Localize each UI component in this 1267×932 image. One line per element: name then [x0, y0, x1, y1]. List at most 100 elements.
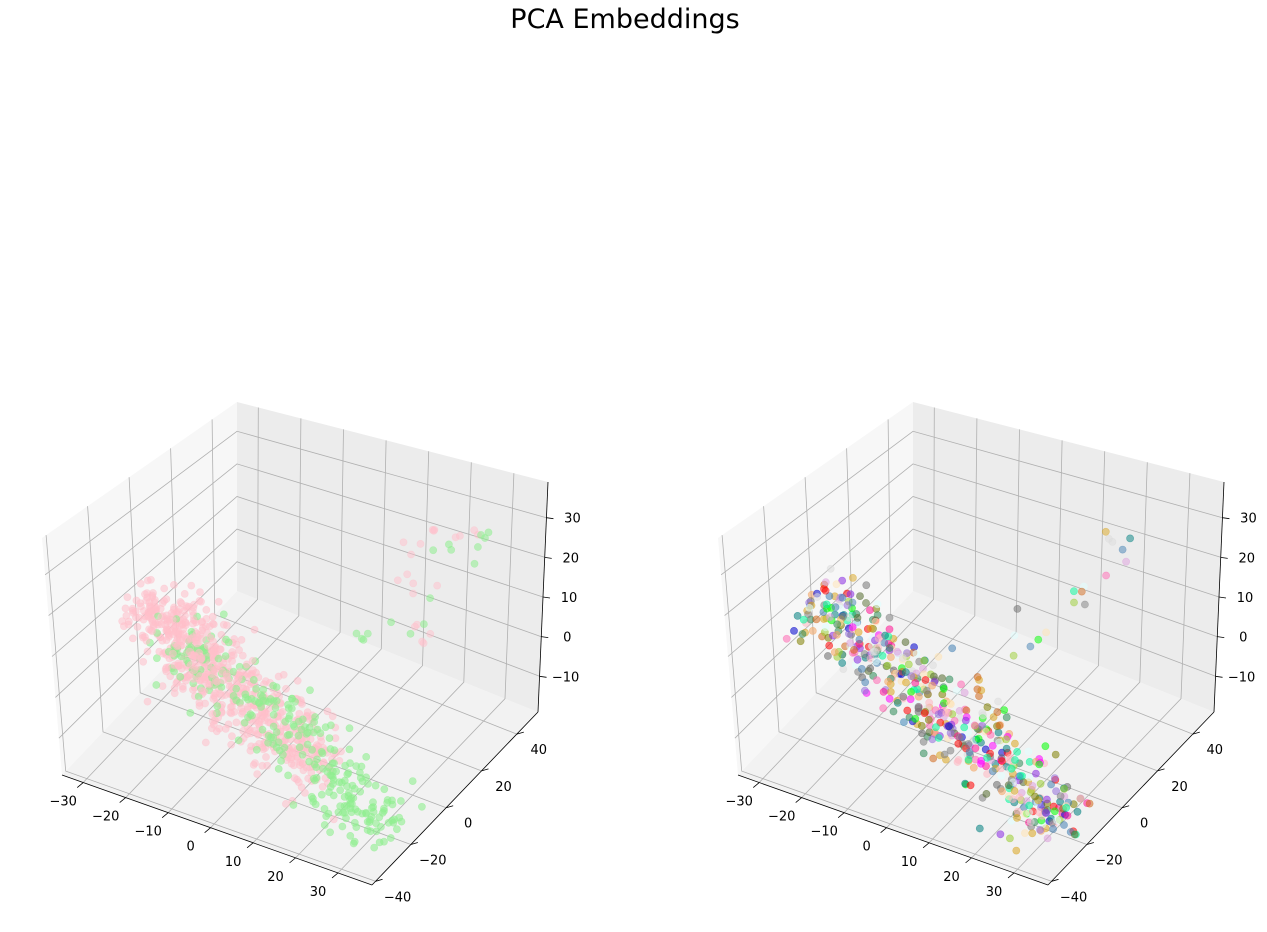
- scatter-point: [192, 629, 201, 638]
- scatter-point: [148, 618, 157, 626]
- z-tick-mark: [1218, 596, 1227, 599]
- scatter-point: [813, 593, 822, 601]
- scatter-point: [298, 760, 307, 768]
- scatter-point: [189, 654, 198, 663]
- scatter-point: [922, 686, 931, 695]
- z-tick-label: 10: [561, 591, 578, 606]
- scatter-point: [196, 655, 205, 664]
- scatter-point: [322, 812, 331, 821]
- scatter-point: [825, 641, 834, 650]
- scatter-point: [369, 808, 378, 816]
- scatter-point: [960, 723, 969, 732]
- scatter-point: [433, 581, 442, 590]
- scatter-point: [294, 731, 303, 740]
- scatter-point: [289, 744, 297, 752]
- scatter-point: [419, 620, 428, 628]
- scatter-point: [350, 818, 359, 827]
- scatter-point: [362, 809, 370, 818]
- green-outlier-points: [352, 528, 493, 644]
- scatter-point: [812, 615, 821, 624]
- y-axis-line: [1047, 711, 1215, 886]
- scatter-point: [484, 528, 493, 537]
- scatter-point: [821, 578, 830, 587]
- scatter-point: [983, 753, 991, 762]
- scatter-point: [180, 590, 189, 598]
- scatter-point: [155, 647, 164, 656]
- x-tick-mark: [76, 782, 84, 788]
- scatter-point: [281, 717, 290, 726]
- scatter-point: [1012, 846, 1021, 855]
- scatter-point: [345, 724, 354, 733]
- scatter-point: [218, 668, 227, 676]
- scatter-point: [227, 740, 236, 749]
- scatter-point: [929, 754, 938, 763]
- scatter-point: [1049, 825, 1057, 833]
- scatter-point: [1010, 756, 1019, 764]
- scatter-point: [237, 704, 246, 713]
- scatter-point: [946, 699, 954, 708]
- scatter-point: [235, 671, 244, 679]
- scatter-point: [426, 594, 434, 602]
- scatter-point: [878, 651, 887, 660]
- scatter-point: [201, 738, 210, 747]
- scatter-point: [174, 661, 183, 670]
- scatter-point: [848, 623, 857, 631]
- scatter-point: [232, 677, 241, 686]
- scatter-point: [219, 610, 228, 619]
- z-gridline: [720, 430, 1223, 576]
- scatter-point: [208, 619, 217, 628]
- scatter-point: [124, 617, 133, 626]
- y-tick-mark: [1157, 768, 1165, 772]
- scatter-point: [1063, 811, 1072, 820]
- scatter-point: [821, 586, 830, 595]
- scatter-point: [904, 660, 913, 669]
- scatter-point: [826, 564, 835, 573]
- scatter-point: [393, 576, 402, 585]
- scatter-point: [1085, 799, 1094, 808]
- y-tick-label: 0: [464, 817, 472, 832]
- scatter-point: [363, 826, 372, 834]
- scatter-point: [966, 781, 975, 790]
- y-gridline: [763, 506, 1088, 845]
- scatter-point: [866, 664, 875, 673]
- scatter-point: [252, 745, 261, 754]
- z-tick-label: −10: [1228, 670, 1255, 685]
- scatter-point: [944, 722, 953, 731]
- y-tick-mark: [375, 878, 383, 882]
- scatter-point: [961, 716, 970, 725]
- scatter-point: [872, 676, 881, 685]
- scatter-point: [259, 685, 268, 694]
- page-title: PCA Embeddings: [510, 4, 740, 35]
- x-axis-line: [61, 774, 373, 886]
- scatter-point: [893, 647, 902, 656]
- scatter-point: [271, 704, 280, 712]
- scatter-point: [907, 672, 916, 681]
- scatter-point: [190, 666, 199, 674]
- z-gridline: [724, 463, 1221, 616]
- scatter-point: [919, 749, 928, 758]
- x-tick-mark: [246, 842, 254, 849]
- scatter-point: [244, 702, 252, 711]
- scatter-point: [1004, 781, 1013, 790]
- x-tick-mark: [1007, 872, 1015, 879]
- y-tick-mark: [446, 805, 454, 809]
- scatter-point: [234, 736, 243, 745]
- y-gridline: [128, 477, 447, 809]
- scatter-point: [965, 748, 974, 757]
- scatter-point: [1000, 706, 1009, 714]
- y-tick-label: −20: [1095, 854, 1122, 869]
- scatter-point: [823, 652, 832, 660]
- scatter-point: [408, 777, 417, 785]
- y-tick-label: −20: [419, 854, 446, 869]
- scatter-point: [1013, 605, 1022, 613]
- scatter-point: [903, 706, 912, 715]
- scatter-point: [1009, 651, 1018, 660]
- scatter-point: [996, 830, 1005, 839]
- scatter-point: [1024, 747, 1033, 756]
- scatter-point: [161, 665, 170, 674]
- scatter-point: [856, 592, 864, 600]
- x-tick-label: 20: [943, 870, 960, 885]
- scatter-point: [371, 781, 380, 790]
- scatter-point: [336, 786, 345, 795]
- scatter-point: [396, 797, 405, 805]
